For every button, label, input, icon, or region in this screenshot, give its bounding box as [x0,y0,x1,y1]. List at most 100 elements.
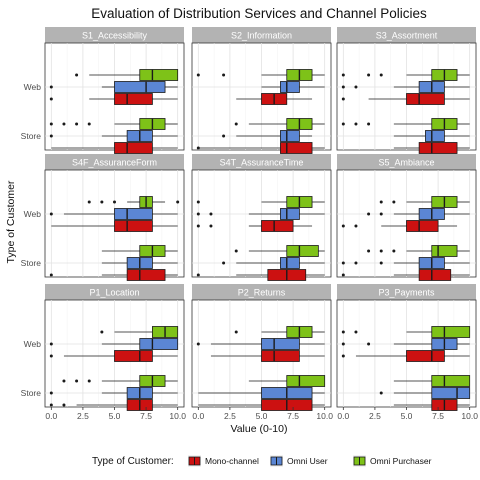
outlier-point [234,249,238,253]
outlier-point [49,134,53,138]
box-iqr [280,142,313,154]
box-iqr [406,93,445,105]
facet-strip [192,154,331,170]
facet-strip [337,284,476,300]
legend-label: Mono-channel [205,456,259,466]
outlier-point [75,73,79,77]
box-omni-user [341,338,470,350]
outlier-point [49,85,53,89]
outlier-point [196,212,200,216]
outlier-point [49,403,53,407]
box-omni-user [49,387,178,399]
box-omni-user [261,81,325,93]
box-mono-channel [236,93,313,105]
x-tick-label: 5.0 [109,411,121,421]
box-mono-channel [49,269,178,281]
box-mono-channel [196,220,313,232]
outlier-point [49,97,53,101]
box-iqr [425,130,445,142]
box-omni-purchaser [75,69,179,81]
box-iqr [261,338,300,350]
outlier-point [341,97,345,101]
outlier-point [379,391,383,395]
chart-title: Evaluation of Distribution Services and … [91,6,427,21]
outlier-point [49,273,53,277]
facet-panel: P2_Returns 0.0 2.5 5.0 7.5 10.0 [191,284,333,421]
facet-strip [192,27,331,43]
outlier-point [100,330,104,334]
box-iqr [280,257,300,269]
outlier-point [87,122,91,126]
outlier-point [354,261,358,265]
box-omni-user [341,81,470,93]
facet-strip-label: S4F_AssuranceForm [72,158,157,168]
box-iqr [286,245,319,257]
box-omni-user [49,208,178,220]
box-omni-user [341,257,470,269]
facet-panel: S4T_AssuranceTime [191,154,332,281]
x-axis-title: Value (0-10) [230,423,287,435]
x-tick-label: 7.5 [432,411,444,421]
box-iqr [280,81,300,93]
outlier-point [49,391,53,395]
facet-panel: P3_Payments 0.0 2.5 5.0 7.5 10.0 [336,284,478,421]
outlier-point [196,342,200,346]
facet-strip-label: S4T_AssuranceTime [220,158,304,168]
box-omni-purchaser [62,375,178,387]
outlier-point [354,224,358,228]
outlier-point [196,73,200,77]
outlier-point [341,330,345,334]
box-omni-purchaser [234,326,325,338]
box-mono-channel [210,350,325,362]
box-iqr [114,142,153,154]
x-tick-label: 7.5 [287,411,299,421]
box-mono-channel [341,220,458,232]
box-omni-purchaser [234,245,325,257]
x-tick-label: 10.0 [316,411,333,421]
facet-strip-label: P3_Payments [378,288,435,298]
box-omni-purchaser [101,245,178,257]
box-omni-user [101,257,178,269]
box-iqr [406,350,445,362]
outlier-point [354,330,358,334]
outlier-point [379,261,383,265]
box-omni-purchaser [196,196,325,208]
outlier-point [49,342,53,346]
box-mono-channel [393,142,470,154]
y-axis-title: Type of Customer [5,180,17,263]
outlier-point [62,122,66,126]
box-omni-purchaser [341,326,471,338]
box-mono-channel [393,399,470,411]
x-tick-label: 0.0 [192,411,204,421]
outlier-point [392,200,396,204]
x-tick-label: 5.0 [256,411,268,421]
outlier-point [100,200,104,204]
outlier-point [75,122,79,126]
box-omni-user [49,338,179,350]
box-iqr [418,142,458,154]
y-tick-label: Store [21,388,42,398]
legend-label: Omni Purchaser [370,456,432,466]
x-tick-label: 10.0 [461,411,478,421]
facet-panel: S5_Ambiance [336,154,477,281]
outlier-point [367,122,371,126]
outlier-point [341,342,345,346]
facet-strip-label: S2_Information [231,31,292,41]
box-omni-purchaser [248,375,326,387]
outlier-point [392,249,396,253]
outlier-point [341,224,345,228]
outlier-point [222,134,226,138]
outlier-point [234,330,238,334]
box-iqr [406,220,439,232]
facet-panel: S2_Information [191,27,332,154]
box-iqr [286,375,326,387]
facet-panel: S4F_AssuranceForm Web Store [21,154,185,281]
outlier-point [367,212,371,216]
outlier-point [379,73,383,77]
box-omni-purchaser [100,326,179,338]
outlier-point [379,249,383,253]
x-tick-label: 7.5 [140,411,152,421]
box-iqr [280,208,300,220]
box-iqr [418,269,452,281]
